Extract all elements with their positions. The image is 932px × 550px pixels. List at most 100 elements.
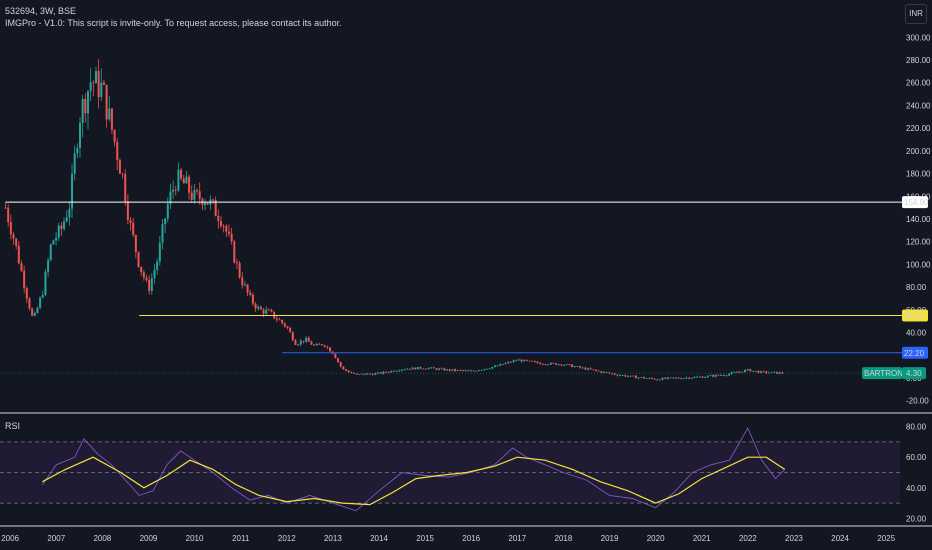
candle-body: [71, 173, 74, 209]
candle-body: [355, 373, 358, 375]
price-candle: [259, 305, 262, 310]
price-candle: [709, 374, 712, 376]
candle-body: [589, 368, 592, 370]
candle-body: [765, 371, 768, 374]
candle-body: [217, 216, 220, 222]
candle-body: [568, 364, 571, 366]
chart-header: 532694, 3W, BSE IMGPro - V1.0: This scri…: [5, 5, 342, 29]
candle-body: [291, 332, 294, 341]
candle-body: [485, 368, 488, 370]
price-candle: [446, 368, 449, 371]
candle-body: [246, 284, 249, 293]
price-candle: [568, 364, 571, 366]
candle-body: [470, 370, 473, 372]
candle-body: [79, 122, 82, 148]
price-pane[interactable]: 300.00 280.00 260.00 240.00 220.00 200.00 180.…: [0, 33, 931, 406]
price-candle: [113, 129, 116, 147]
price-candle: [485, 368, 488, 370]
candle-body: [749, 369, 752, 372]
price-candle: [618, 374, 621, 377]
time-axis[interactable]: 2006 2007 2008 2009 2010 2011 2012 2013 2014 2015…: [1, 534, 895, 543]
candle-body: [595, 369, 598, 371]
currency-button[interactable]: INR: [905, 4, 927, 24]
candle-body: [744, 370, 747, 373]
price-candle: [704, 376, 707, 378]
price-candle: [193, 184, 196, 204]
candle-body: [275, 318, 278, 320]
time-axis-tick: 2018: [555, 534, 573, 543]
price-candle: [642, 376, 645, 380]
price-candle: [161, 219, 164, 250]
candle-body: [525, 359, 528, 361]
candle-body: [379, 372, 382, 374]
rsi-pane[interactable]: 80.00 60.00 40.00 20.00: [0, 423, 927, 524]
candle-body: [634, 375, 637, 379]
price-candle: [278, 317, 281, 321]
price-candle: [754, 370, 757, 372]
price-candle: [438, 367, 441, 371]
candle-body: [427, 367, 430, 369]
candle-body: [605, 371, 608, 373]
price-candle: [552, 362, 555, 364]
price-candle: [358, 373, 361, 375]
time-axis-tick: 2025: [877, 534, 895, 543]
price-candle: [15, 237, 18, 250]
price-candle: [491, 366, 494, 370]
candle-body: [110, 108, 113, 130]
candle-body: [531, 360, 534, 362]
price-candle: [65, 210, 68, 223]
price-candle: [230, 227, 233, 245]
price-candle: [164, 217, 167, 233]
price-candle: [706, 375, 709, 379]
candle-body: [177, 169, 180, 191]
price-candle: [781, 371, 784, 375]
candle-body: [9, 222, 12, 235]
candle-body: [259, 306, 262, 310]
price-candle: [94, 66, 97, 84]
price-candle: [765, 370, 768, 375]
candle-body: [190, 192, 193, 200]
time-axis-tick: 2011: [232, 534, 250, 543]
price-candle: [597, 370, 600, 372]
price-candle: [302, 340, 305, 344]
rsi-pane-label[interactable]: RSI: [5, 421, 21, 431]
symbol-title[interactable]: 532694, 3W, BSE: [5, 6, 77, 16]
candle-body: [350, 372, 353, 373]
candle-body: [358, 373, 361, 375]
candle-body: [536, 361, 539, 363]
price-candle: [355, 373, 358, 375]
price-candle: [28, 296, 31, 311]
price-candle: [512, 359, 515, 363]
candle-body: [680, 378, 683, 380]
candle-body: [682, 378, 685, 379]
candle-body: [345, 369, 348, 371]
candle-body: [257, 306, 260, 309]
price-candle: [71, 163, 74, 218]
candle-body: [600, 371, 603, 373]
price-candle: [196, 188, 199, 195]
time-axis-tick: 2016: [462, 534, 480, 543]
candle-body: [400, 369, 403, 371]
price-candle: [382, 370, 385, 375]
candle-body: [653, 378, 656, 380]
price-candle: [557, 364, 560, 366]
price-candle: [265, 306, 268, 316]
candle-body: [326, 346, 329, 348]
candle-body: [640, 377, 643, 378]
candle-body: [297, 344, 300, 346]
price-candle: [124, 169, 127, 206]
candle-body: [121, 173, 124, 175]
candle-body: [368, 373, 371, 375]
price-candle: [645, 377, 648, 380]
price-candle: [648, 377, 651, 379]
candle-body: [456, 369, 459, 371]
price-candle: [443, 367, 446, 371]
price-candle: [581, 366, 584, 369]
price-candle: [565, 363, 568, 366]
price-candle: [759, 370, 762, 374]
candle-body: [233, 241, 236, 263]
candle-body: [289, 327, 292, 333]
candle-body: [73, 153, 76, 174]
price-candle: [424, 368, 427, 370]
